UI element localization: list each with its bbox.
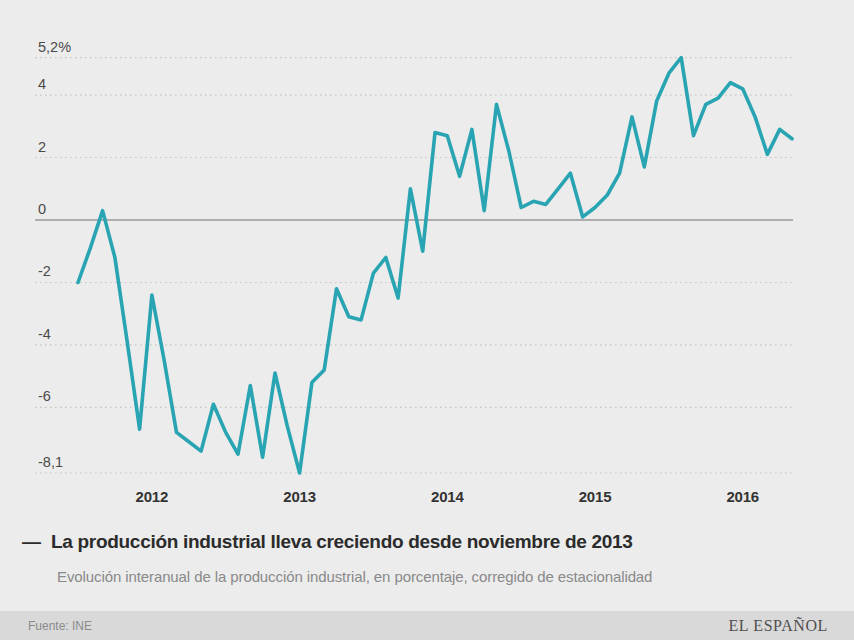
chart-title-row: — La producción industrial lleva crecien… — [22, 530, 633, 554]
x-tick-label: 2016 — [726, 488, 759, 505]
y-tick-label: -8,1 — [38, 454, 63, 470]
y-tick-label: -6 — [38, 388, 51, 404]
data-series-line — [78, 58, 792, 473]
chart-subtitle: Evolución interanual de la producción in… — [57, 568, 652, 585]
x-tick-label: 2015 — [579, 488, 612, 505]
title-dash-icon: — — [22, 530, 41, 554]
x-tick-label: 2014 — [431, 488, 464, 505]
line-chart: 5,2% 4 2 0 -2 -4 -6 -8,1 2012 2013 2014 2015 2016 — [0, 0, 854, 520]
y-tick-label: -2 — [38, 263, 51, 279]
footer-bar: Fuente: INE EL ESPAÑOL — [0, 611, 854, 640]
brand-logo: EL ESPAÑOL — [729, 617, 829, 635]
y-tick-label: 0 — [38, 201, 46, 217]
x-tick-label: 2013 — [283, 488, 316, 505]
chart-title: La producción industrial lleva creciendo… — [51, 530, 633, 554]
y-tick-label: 5,2% — [38, 39, 71, 55]
source-label: Fuente: INE — [28, 619, 92, 633]
y-tick-label: 2 — [38, 139, 46, 155]
y-tick-label: -4 — [38, 326, 51, 342]
x-tick-label: 2012 — [136, 488, 169, 505]
y-tick-label: 4 — [38, 76, 46, 92]
